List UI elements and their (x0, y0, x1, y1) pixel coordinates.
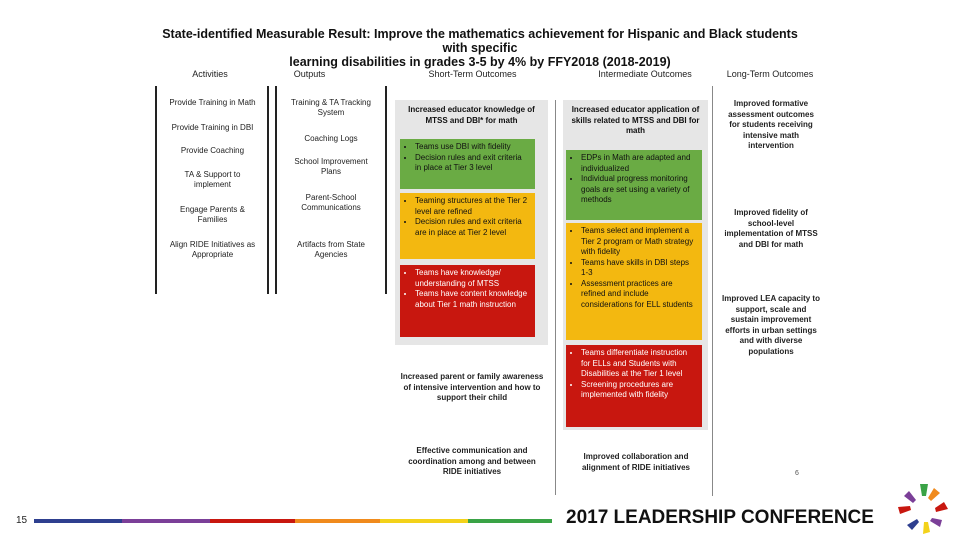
intermediate-yellow-item: Teams select and implement a Tier 2 prog… (581, 226, 697, 258)
intermediate-red-box: Teams differentiate instruction for ELLs… (566, 345, 702, 427)
column-header-activities: Activities (192, 69, 228, 79)
parent-awareness-outcome: Increased parent or family awareness of … (400, 372, 544, 402)
intermediate-green-item: EDPs in Math are adapted and individuali… (581, 153, 697, 174)
activity-item: Provide Training in Math (169, 98, 256, 107)
footer-stripe (210, 519, 295, 523)
activity-item: Engage Parents & Families (180, 205, 245, 224)
hands-circle-logo (898, 484, 948, 534)
column-header-short-term: Short-Term Outcomes (428, 69, 517, 79)
divider-line (555, 100, 556, 495)
activity-item: Provide Training in DBI (171, 123, 254, 132)
short-term-green-item: Decision rules and exit criteria in plac… (415, 153, 530, 174)
intermediate-yellow-item: Teams have skills in DBI steps 1-3 (581, 258, 697, 279)
diagram-title: State-identified Measurable Result: Impr… (160, 27, 800, 69)
intermediate-green-item: Individual progress monitoring goals are… (581, 174, 697, 206)
intermediate-red-item: Screening procedures are implemented wit… (581, 380, 697, 401)
output-item: Artifacts from State Agencies (296, 240, 366, 259)
intermediate-yellow-box: Teams select and implement a Tier 2 prog… (566, 223, 702, 340)
activity-item: Provide Coaching (180, 146, 245, 155)
short-term-yellow-item: Decision rules and exit criteria are in … (415, 217, 530, 238)
title-line-1: State-identified Measurable Result: Impr… (162, 27, 798, 55)
footer-stripe (122, 519, 210, 523)
short-term-red-item: Teams have content knowledge about Tier … (415, 289, 530, 310)
divider-line (385, 86, 387, 294)
collaboration-outcome: Improved collaboration and alignment of … (581, 452, 690, 472)
footer-stripe (295, 519, 380, 523)
divider-line (155, 86, 157, 294)
title-line-2: learning disabilities in grades 3-5 by 4… (289, 55, 671, 69)
footer-stripe (468, 519, 552, 523)
long-term-outcome: Improved LEA capacity to support, scale … (722, 294, 820, 356)
footer-stripe (34, 519, 122, 523)
divider-line (712, 86, 713, 496)
output-item: School Improvement Plans (294, 157, 368, 176)
column-header-long-term: Long-Term Outcomes (726, 69, 814, 79)
short-term-red-item: Teams have knowledge/ understanding of M… (415, 268, 530, 289)
page-mark: 6 (795, 470, 799, 477)
output-item: Coaching Logs (304, 134, 358, 143)
long-term-outcome: Improved fidelity of school-level implem… (724, 208, 818, 249)
short-term-green-item: Teams use DBI with fidelity (415, 142, 530, 153)
output-item: Parent-School Communications (301, 193, 361, 212)
long-term-outcome: Improved formative assessment outcomes f… (728, 99, 814, 150)
short-term-header: Increased educator knowledge of MTSS and… (397, 102, 546, 136)
intermediate-red-item: Teams differentiate instruction for ELLs… (581, 348, 697, 380)
intermediate-header: Increased educator application of skills… (565, 102, 706, 146)
activity-item: TA & Support to implement (184, 170, 241, 189)
column-header-outputs: Outputs (293, 69, 326, 79)
short-term-red-box: Teams have knowledge/ understanding of M… (400, 265, 535, 337)
activity-item: Align RIDE Initiatives as Appropriate (169, 240, 256, 259)
divider-line (267, 86, 269, 294)
slide-number: 15 (16, 515, 28, 526)
short-term-yellow-box: Teaming structures at the Tier 2 level a… (400, 193, 535, 259)
divider-line (275, 86, 277, 294)
conference-title: 2017 LEADERSHIP CONFERENCE (566, 507, 874, 528)
short-term-green-box: Teams use DBI with fidelity Decision rul… (400, 139, 535, 189)
column-header-intermediate: Intermediate Outcomes (598, 69, 692, 79)
output-item: Training & TA Tracking System (291, 98, 371, 117)
footer-stripe (380, 519, 468, 523)
intermediate-yellow-item: Assessment practices are refined and inc… (581, 279, 697, 311)
communication-outcome: Effective communication and coordination… (408, 446, 536, 476)
short-term-yellow-item: Teaming structures at the Tier 2 level a… (415, 196, 530, 217)
intermediate-green-box: EDPs in Math are adapted and individuali… (566, 150, 702, 220)
